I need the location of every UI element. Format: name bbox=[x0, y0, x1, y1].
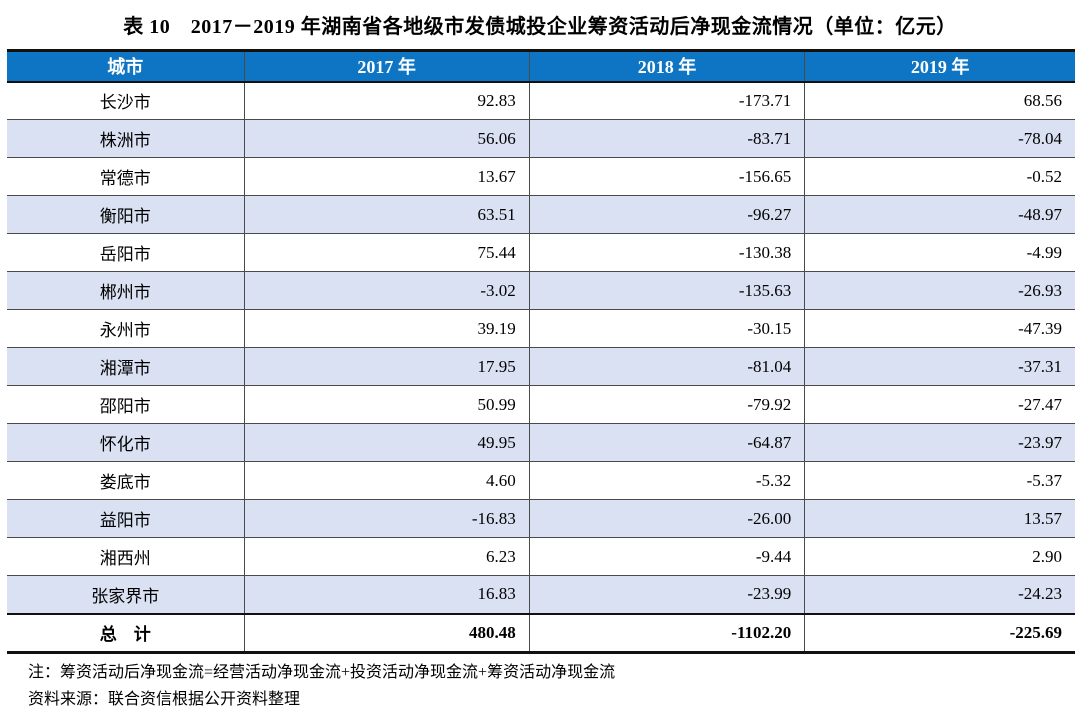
value-cell: 63.51 bbox=[243, 195, 530, 234]
value-cell: -9.44 bbox=[528, 537, 806, 576]
value-cell: -156.65 bbox=[528, 157, 806, 196]
value-cell: 13.67 bbox=[243, 157, 530, 196]
table-row: 株洲市 56.06 -83.71 -78.04 bbox=[7, 119, 1075, 158]
table-header: 城市 2017 年 2018 年 2019 年 bbox=[7, 50, 1075, 83]
city-cell: 永州市 bbox=[7, 309, 245, 348]
value-cell: -27.47 bbox=[804, 385, 1075, 424]
value-cell: -30.15 bbox=[528, 309, 806, 348]
table-row: 岳阳市 75.44 -130.38 -4.99 bbox=[7, 233, 1075, 272]
table-row: 张家界市 16.83 -23.99 -24.23 bbox=[7, 575, 1075, 614]
city-cell: 衡阳市 bbox=[7, 195, 245, 234]
table-row: 常德市 13.67 -156.65 -0.52 bbox=[7, 157, 1075, 196]
table-row: 娄底市 4.60 -5.32 -5.37 bbox=[7, 461, 1075, 500]
value-cell: -130.38 bbox=[528, 233, 806, 272]
header-cell-2017: 2017 年 bbox=[243, 50, 530, 83]
value-cell: -173.71 bbox=[528, 81, 806, 120]
city-cell: 株洲市 bbox=[7, 119, 245, 158]
value-cell: 4.60 bbox=[243, 461, 530, 500]
city-cell: 张家界市 bbox=[7, 575, 245, 614]
value-cell: 17.95 bbox=[243, 347, 530, 386]
value-cell: -24.23 bbox=[804, 575, 1075, 614]
value-cell: 6.23 bbox=[243, 537, 530, 576]
header-cell-2018: 2018 年 bbox=[528, 50, 806, 83]
value-cell: -48.97 bbox=[804, 195, 1075, 234]
total-2019: -225.69 bbox=[804, 612, 1075, 653]
table-row: 长沙市 92.83 -173.71 68.56 bbox=[7, 81, 1075, 120]
value-cell: 49.95 bbox=[243, 423, 530, 462]
value-cell: -79.92 bbox=[528, 385, 806, 424]
value-cell: -26.93 bbox=[804, 271, 1075, 310]
value-cell: -23.97 bbox=[804, 423, 1075, 462]
city-cell: 湘西州 bbox=[7, 537, 245, 576]
city-cell: 邵阳市 bbox=[7, 385, 245, 424]
table-row: 湘潭市 17.95 -81.04 -37.31 bbox=[7, 347, 1075, 386]
value-cell: 50.99 bbox=[243, 385, 530, 424]
value-cell: 56.06 bbox=[243, 119, 530, 158]
city-cell: 怀化市 bbox=[7, 423, 245, 462]
table-notes: 注：筹资活动后净现金流=经营活动净现金流+投资活动净现金流+筹资活动净现金流 资… bbox=[28, 659, 1080, 709]
value-cell: -3.02 bbox=[243, 271, 530, 310]
value-cell: 92.83 bbox=[243, 81, 530, 120]
table-row: 邵阳市 50.99 -79.92 -27.47 bbox=[7, 385, 1075, 424]
value-cell: 68.56 bbox=[804, 81, 1075, 120]
net-cashflow-table: 城市 2017 年 2018 年 2019 年 长沙市 92.83 -173.71 6… bbox=[7, 49, 1075, 654]
header-cell-2019: 2019 年 bbox=[804, 50, 1075, 83]
value-cell: -16.83 bbox=[243, 499, 530, 538]
total-2018: -1102.20 bbox=[528, 612, 806, 653]
note-source: 资料来源：联合资信根据公开资料整理 bbox=[28, 691, 301, 708]
value-cell: 75.44 bbox=[243, 233, 530, 272]
table-title: 表 10 2017－2019 年湖南省各地级市发债城投企业筹资活动后净现金流情况… bbox=[123, 16, 957, 38]
value-cell: -64.87 bbox=[528, 423, 806, 462]
table-row: 永州市 39.19 -30.15 -47.39 bbox=[7, 309, 1075, 348]
city-cell: 郴州市 bbox=[7, 271, 245, 310]
city-cell: 益阳市 bbox=[7, 499, 245, 538]
value-cell: -47.39 bbox=[804, 309, 1075, 348]
table-row: 衡阳市 63.51 -96.27 -48.97 bbox=[7, 195, 1075, 234]
total-row: 总 计 480.48 -1102.20 -225.69 bbox=[7, 612, 1075, 653]
city-cell: 娄底市 bbox=[7, 461, 245, 500]
value-cell: -78.04 bbox=[804, 119, 1075, 158]
value-cell: -0.52 bbox=[804, 157, 1075, 196]
city-cell: 湘潭市 bbox=[7, 347, 245, 386]
header-cell-city: 城市 bbox=[7, 50, 245, 83]
value-cell: -37.31 bbox=[804, 347, 1075, 386]
total-2017: 480.48 bbox=[243, 612, 530, 653]
table-body: 长沙市 92.83 -173.71 68.56 株洲市 56.06 -83.71 -78.04… bbox=[7, 81, 1075, 614]
value-cell: 39.19 bbox=[243, 309, 530, 348]
table-footer: 总 计 480.48 -1102.20 -225.69 bbox=[7, 612, 1075, 653]
value-cell: 2.90 bbox=[804, 537, 1075, 576]
value-cell: -135.63 bbox=[528, 271, 806, 310]
table-row: 益阳市 -16.83 -26.00 13.57 bbox=[7, 499, 1075, 538]
table-row: 湘西州 6.23 -9.44 2.90 bbox=[7, 537, 1075, 576]
note-formula: 注：筹资活动后净现金流=经营活动净现金流+投资活动净现金流+筹资活动净现金流 bbox=[28, 664, 616, 681]
table-row: 怀化市 49.95 -64.87 -23.97 bbox=[7, 423, 1075, 462]
value-cell: -4.99 bbox=[804, 233, 1075, 272]
value-cell: -5.32 bbox=[528, 461, 806, 500]
city-cell: 岳阳市 bbox=[7, 233, 245, 272]
value-cell: -81.04 bbox=[528, 347, 806, 386]
value-cell: 13.57 bbox=[804, 499, 1075, 538]
header-row: 城市 2017 年 2018 年 2019 年 bbox=[7, 50, 1075, 83]
value-cell: 16.83 bbox=[243, 575, 530, 614]
value-cell: -26.00 bbox=[528, 499, 806, 538]
value-cell: -96.27 bbox=[528, 195, 806, 234]
value-cell: -23.99 bbox=[528, 575, 806, 614]
city-cell: 常德市 bbox=[7, 157, 245, 196]
value-cell: -83.71 bbox=[528, 119, 806, 158]
value-cell: -5.37 bbox=[804, 461, 1075, 500]
total-label: 总 计 bbox=[7, 612, 245, 653]
city-cell: 长沙市 bbox=[7, 81, 245, 120]
table-row: 郴州市 -3.02 -135.63 -26.93 bbox=[7, 271, 1075, 310]
